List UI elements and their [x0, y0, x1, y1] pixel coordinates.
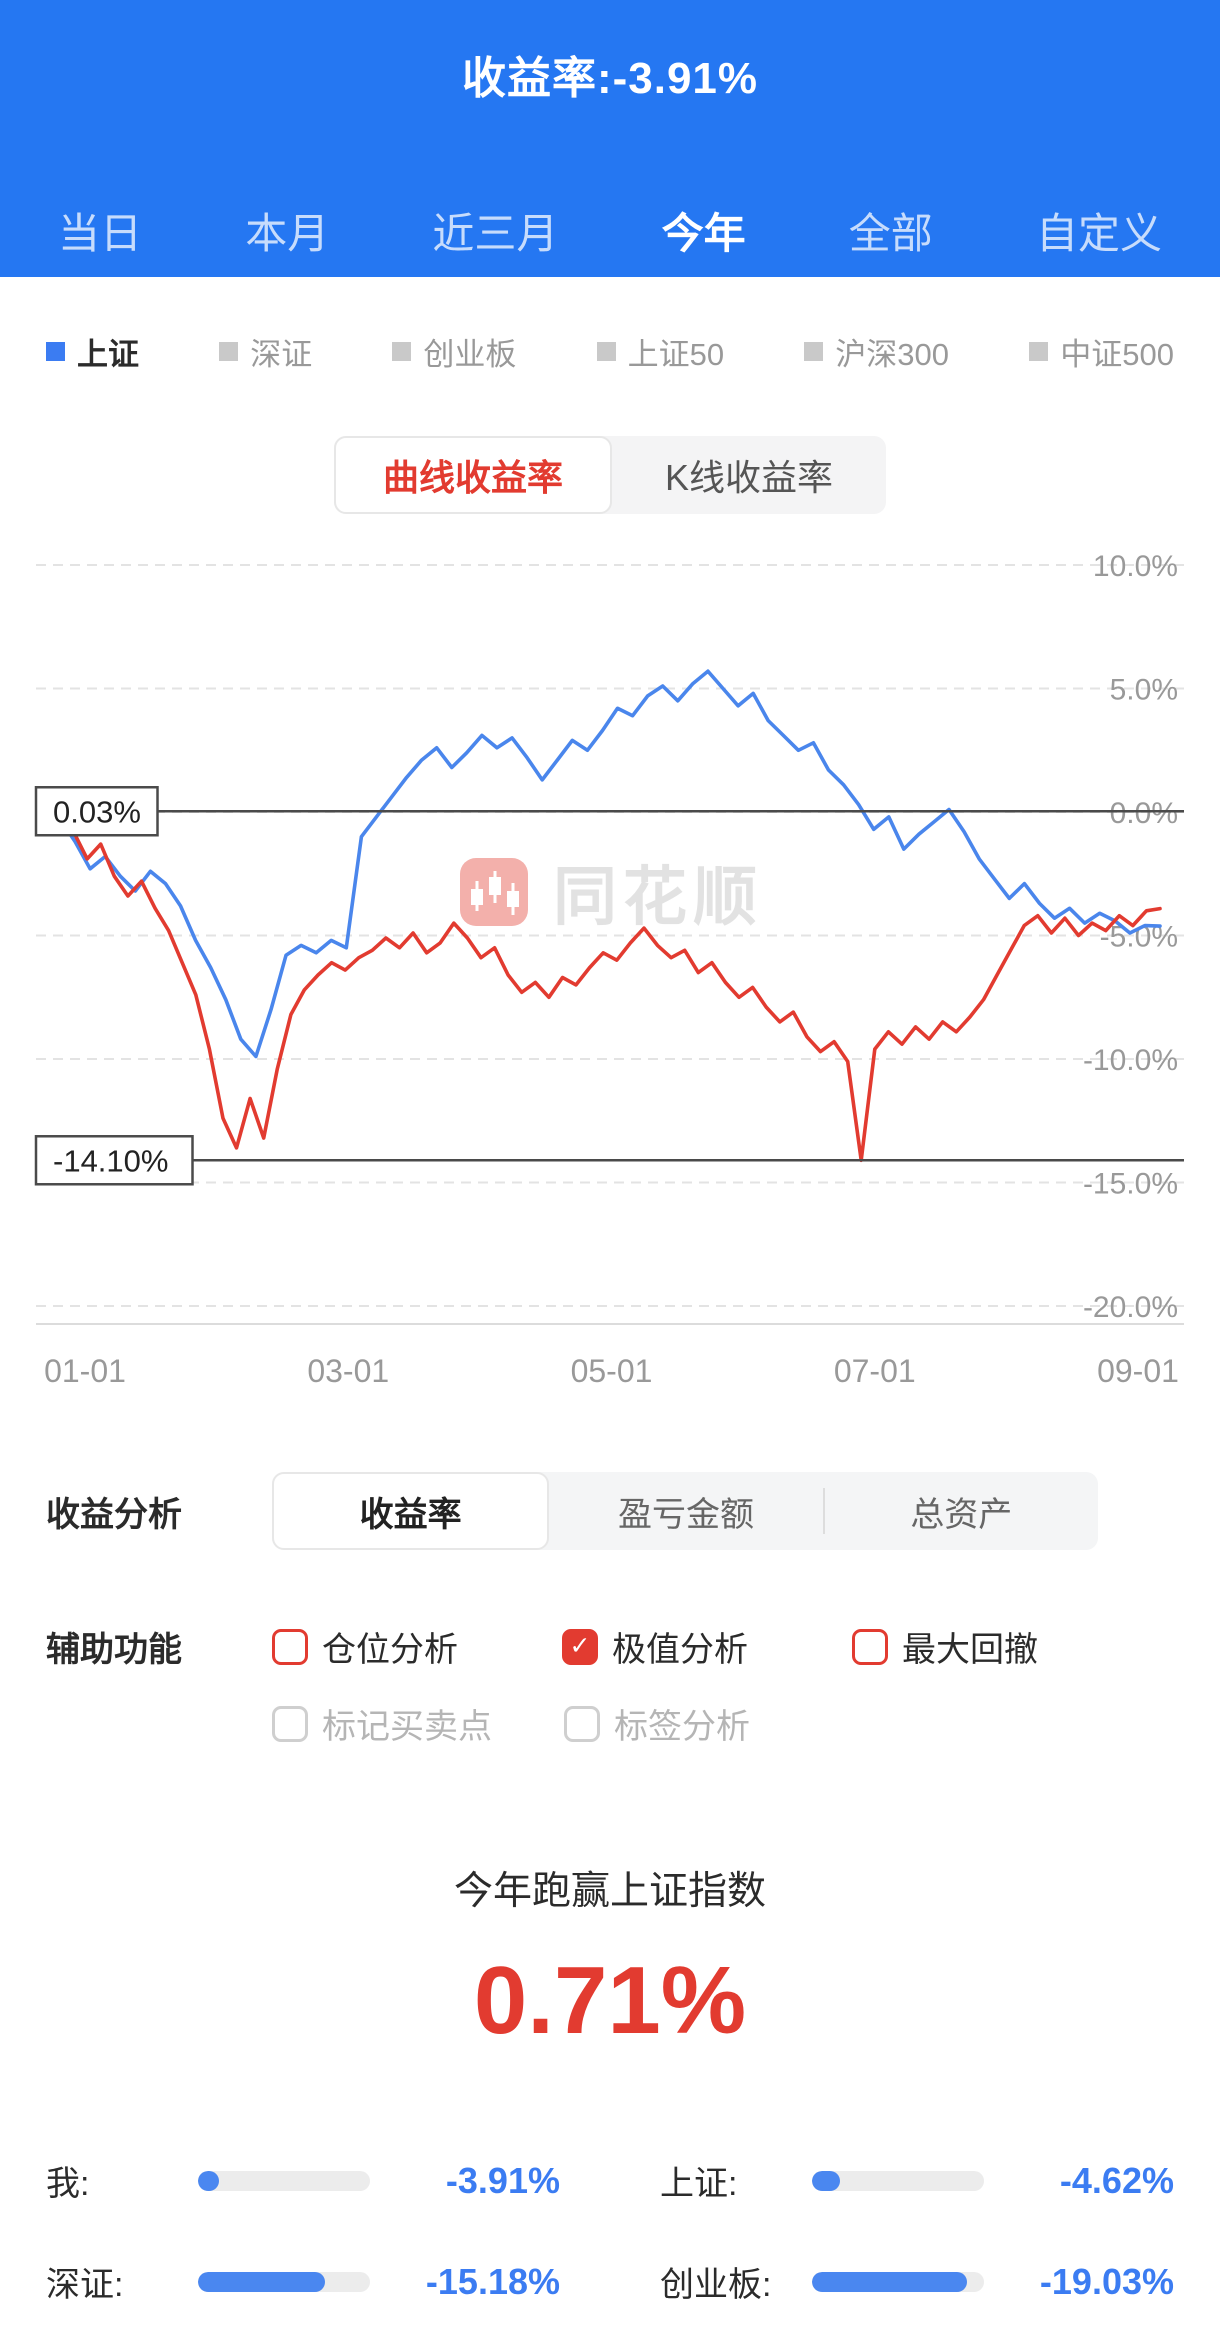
legend-item-csi500[interactable]: 中证500	[1029, 329, 1174, 374]
svg-text:07-01: 07-01	[834, 1353, 916, 1389]
checkbox-label: 极值分析	[612, 1631, 748, 1669]
legend-item-chinext[interactable]: 创业板	[392, 329, 516, 374]
checkbox-label: 仓位分析	[322, 1631, 458, 1669]
aux-section: 辅助功能 仓位分析 ✓ 极值分析 最大回撤 标记买卖点	[0, 1622, 1220, 1748]
stat-label: 上证:	[660, 2165, 738, 2203]
tab-divider	[822, 1488, 825, 1534]
checkbox-unchecked-icon	[852, 1628, 888, 1665]
checkbox-checked-icon: ✓	[562, 1628, 598, 1665]
stat-value: -3.91%	[445, 2159, 560, 2201]
checkbox-position-analysis[interactable]: 仓位分析	[272, 1622, 458, 1671]
returns-chart-area: 10.0% 5.0% 0.0% -5.0% -10.0% -15.0% -20.0% 01-0…	[0, 530, 1220, 1402]
stat-bar-fill	[198, 2271, 326, 2292]
checkbox-label: 标签分析	[614, 1708, 750, 1746]
stat-label: 我:	[46, 2165, 90, 2203]
toggle-curve-returns[interactable]: 曲线收益率	[334, 436, 612, 514]
stat-label: 深证:	[46, 2266, 124, 2304]
svg-text:05-01: 05-01	[571, 1353, 653, 1389]
toggle-kline-returns[interactable]: K线收益率	[664, 457, 833, 498]
checkbox-unchecked-icon	[564, 1705, 600, 1742]
index-legend: 上证 深证 创业板 上证50 沪深300 中证500	[0, 329, 1220, 374]
returns-line-chart[interactable]: 10.0% 5.0% 0.0% -5.0% -10.0% -15.0% -20.0% 01-0…	[0, 530, 1220, 1402]
legend-label: 沪深300	[835, 337, 950, 372]
svg-text:-20.0%: -20.0%	[1083, 1291, 1178, 1324]
tab-this-month[interactable]: 本月	[245, 210, 330, 257]
aux-section-label: 辅助功能	[46, 1631, 182, 1669]
svg-text:03-01: 03-01	[307, 1353, 389, 1389]
stat-row-shanghai: 上证: -4.62%	[660, 2156, 1174, 2205]
stat-row-me: 我: -3.91%	[46, 2156, 560, 2205]
checkbox-unchecked-icon	[272, 1628, 308, 1665]
stat-bar-fill	[812, 2271, 967, 2292]
chart-type-toggle: 曲线收益率 K线收益率	[334, 436, 886, 514]
svg-text:09-01: 09-01	[1097, 1353, 1179, 1389]
legend-swatch-icon	[1029, 342, 1049, 361]
stat-bar-track	[812, 2170, 984, 2191]
legend-swatch-icon	[804, 342, 824, 361]
stat-value: -4.62%	[1059, 2159, 1174, 2201]
checkbox-unchecked-icon	[272, 1705, 308, 1742]
svg-text:5.0%: 5.0%	[1110, 674, 1178, 707]
analysis-tabs: 收益率 盈亏金额 总资产	[272, 1472, 1098, 1550]
checkbox-mark-trades[interactable]: 标记买卖点	[272, 1699, 492, 1748]
period-tabs: 当日 本月 近三月 今年 全部 自定义	[0, 200, 1220, 261]
tab-today[interactable]: 当日	[58, 210, 143, 257]
svg-text:-14.10%: -14.10%	[53, 1143, 168, 1178]
comparison-stats: 我: -3.91% 上证: -4.62% 深证: -15.18% 创业板: -1…	[0, 2156, 1220, 2306]
stat-bar-track	[812, 2271, 984, 2292]
legend-item-sse50[interactable]: 上证50	[596, 329, 725, 374]
tab-profit-amount[interactable]: 盈亏金额	[617, 1495, 754, 1534]
svg-text:0.03%: 0.03%	[53, 794, 141, 829]
stat-bar-fill	[812, 2170, 840, 2191]
tab-this-year[interactable]: 今年	[662, 200, 746, 261]
legend-swatch-icon	[46, 342, 65, 361]
page-title: 收益率:-3.91%	[461, 54, 759, 103]
checkbox-label: 最大回撤	[902, 1631, 1038, 1669]
svg-text:10.0%: 10.0%	[1093, 550, 1178, 583]
svg-text:-5.0%: -5.0%	[1100, 921, 1178, 954]
summary-section: 今年跑赢上证指数 0.71%	[0, 1860, 1220, 2056]
legend-label: 中证500	[1060, 337, 1174, 372]
checkbox-max-drawdown[interactable]: 最大回撤	[852, 1622, 1038, 1671]
tab-total-assets[interactable]: 总资产	[910, 1495, 1013, 1534]
legend-item-shenzhen[interactable]: 深证	[219, 329, 312, 374]
check-icon: ✓	[569, 1632, 591, 1660]
checkbox-extreme-analysis[interactable]: ✓ 极值分析	[562, 1622, 748, 1671]
legend-swatch-icon	[596, 342, 616, 361]
analysis-section: 收益分析 收益率 盈亏金额 总资产	[0, 1472, 1220, 1550]
svg-text:01-01: 01-01	[44, 1353, 126, 1389]
stat-bar-fill	[198, 2170, 219, 2191]
legend-item-hs300[interactable]: 沪深300	[804, 329, 949, 374]
legend-label: 深证	[250, 337, 313, 372]
stat-bar-track	[198, 2271, 370, 2292]
svg-text:-15.0%: -15.0%	[1083, 1168, 1178, 1201]
stat-row-shenzhen: 深证: -15.18%	[46, 2257, 560, 2306]
summary-caption: 今年跑赢上证指数	[453, 1870, 766, 1913]
stat-row-chinext: 创业板: -19.03%	[660, 2257, 1174, 2306]
stat-bar-track	[198, 2170, 370, 2191]
summary-outperform-value: 0.71%	[473, 1947, 747, 2054]
tab-return-rate[interactable]: 收益率	[272, 1472, 550, 1550]
tab-all[interactable]: 全部	[848, 210, 933, 257]
analysis-section-label: 收益分析	[46, 1495, 182, 1534]
checkbox-tag-analysis[interactable]: 标签分析	[564, 1699, 750, 1748]
legend-label: 创业板	[423, 337, 517, 372]
legend-swatch-icon	[392, 342, 412, 361]
legend-label: 上证50	[627, 337, 725, 372]
tab-custom[interactable]: 自定义	[1035, 210, 1162, 257]
svg-text:0.0%: 0.0%	[1110, 797, 1178, 830]
legend-swatch-icon	[219, 342, 239, 361]
stat-label: 创业板:	[660, 2266, 772, 2304]
checkbox-label: 标记买卖点	[322, 1708, 492, 1746]
stat-value: -19.03%	[1039, 2260, 1174, 2302]
stat-value: -15.18%	[425, 2260, 560, 2302]
legend-label: 上证	[77, 337, 139, 372]
header: 收益率:-3.91% 当日 本月 近三月 今年 全部 自定义	[0, 0, 1220, 277]
svg-text:-10.0%: -10.0%	[1083, 1044, 1178, 1077]
legend-item-shanghai[interactable]: 上证	[46, 329, 139, 374]
tab-three-months[interactable]: 近三月	[432, 210, 559, 257]
